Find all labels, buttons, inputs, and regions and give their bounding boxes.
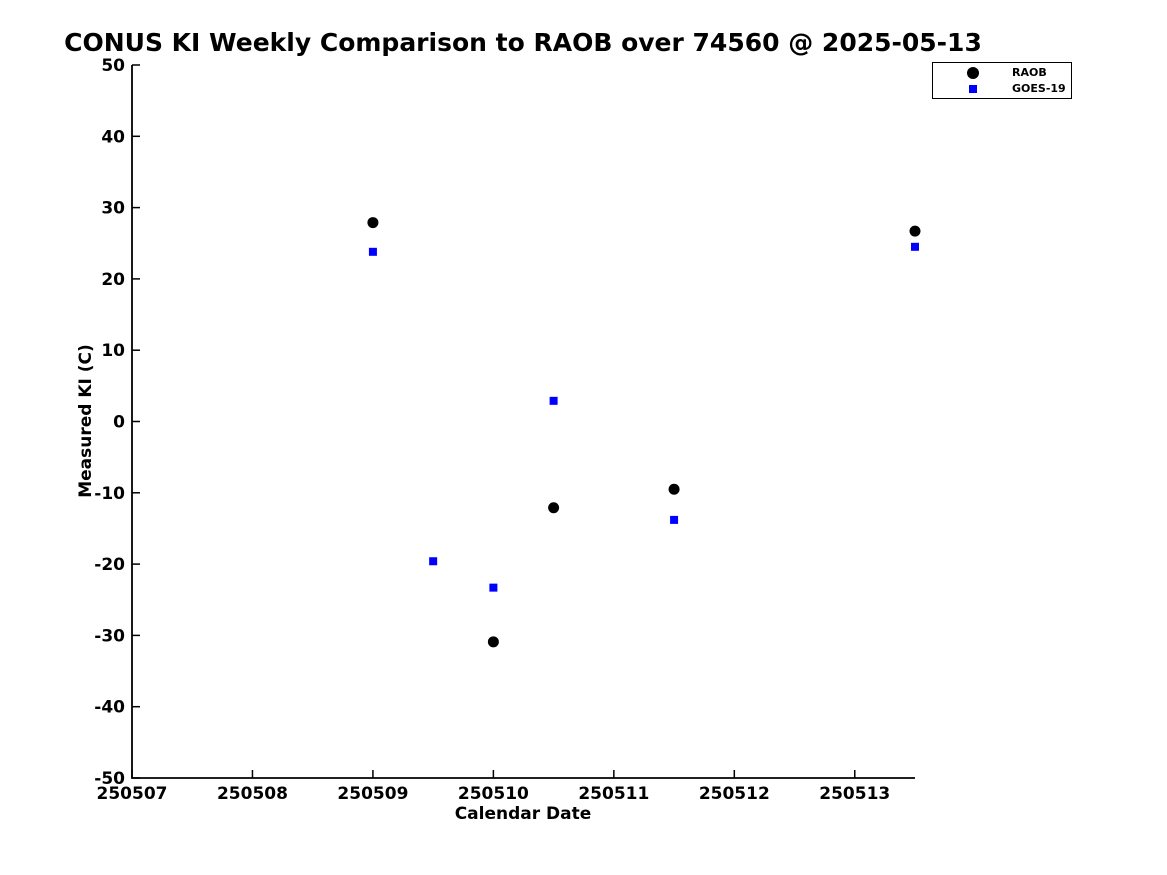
raob-circle-marker-icon [966, 66, 979, 79]
data-point-raob [367, 217, 379, 229]
y-tick-label: 40 [101, 127, 125, 147]
y-tick-label: 10 [101, 341, 125, 361]
x-tick-label: 250508 [217, 784, 288, 804]
legend-marker-cell [933, 84, 1012, 93]
data-point-goes-19 [549, 396, 558, 405]
data-point-raob [668, 483, 680, 495]
data-point-raob [548, 502, 560, 514]
data-point-raob [909, 225, 921, 237]
data-point-goes-19 [429, 557, 438, 566]
data-point-goes-19 [911, 242, 919, 251]
data-point-goes-19 [670, 515, 679, 524]
y-tick-label: 20 [101, 270, 125, 290]
x-tick-label: 250513 [819, 784, 890, 804]
y-tick-label: 50 [101, 56, 125, 76]
x-tick-label: 250507 [97, 784, 168, 804]
x-tick-label: 250510 [458, 784, 529, 804]
y-axis-label: Measured KI (C) [76, 344, 96, 498]
y-tick-label: -20 [94, 555, 125, 575]
axes-lines [131, 65, 915, 779]
legend-label-raob: RAOB [1012, 66, 1047, 79]
data-point-goes-19 [368, 247, 377, 256]
x-tick-label: 250512 [699, 784, 770, 804]
chart-title: CONUS KI Weekly Comparison to RAOB over … [64, 28, 982, 57]
y-tick-label: -50 [94, 769, 125, 789]
legend: RAOB GOES-19 [932, 62, 1072, 99]
x-tick-label: 250509 [337, 784, 408, 804]
data-point-raob [487, 636, 499, 648]
y-tick-label: -30 [94, 626, 125, 646]
legend-label-goes19: GOES-19 [1012, 82, 1066, 95]
data-point-goes-19 [489, 583, 498, 592]
y-tick-label: 0 [113, 413, 125, 433]
goes19-square-marker-icon [968, 84, 977, 93]
y-tick-label: 30 [101, 199, 125, 219]
x-tick-label: 250511 [578, 784, 649, 804]
y-tick-label: -10 [94, 484, 125, 504]
legend-entry-raob: RAOB [933, 66, 1071, 79]
legend-marker-cell [933, 66, 1012, 79]
y-tick-label: -40 [94, 698, 125, 718]
legend-entry-goes19: GOES-19 [933, 82, 1071, 95]
x-axis-label: Calendar Date [454, 804, 592, 824]
